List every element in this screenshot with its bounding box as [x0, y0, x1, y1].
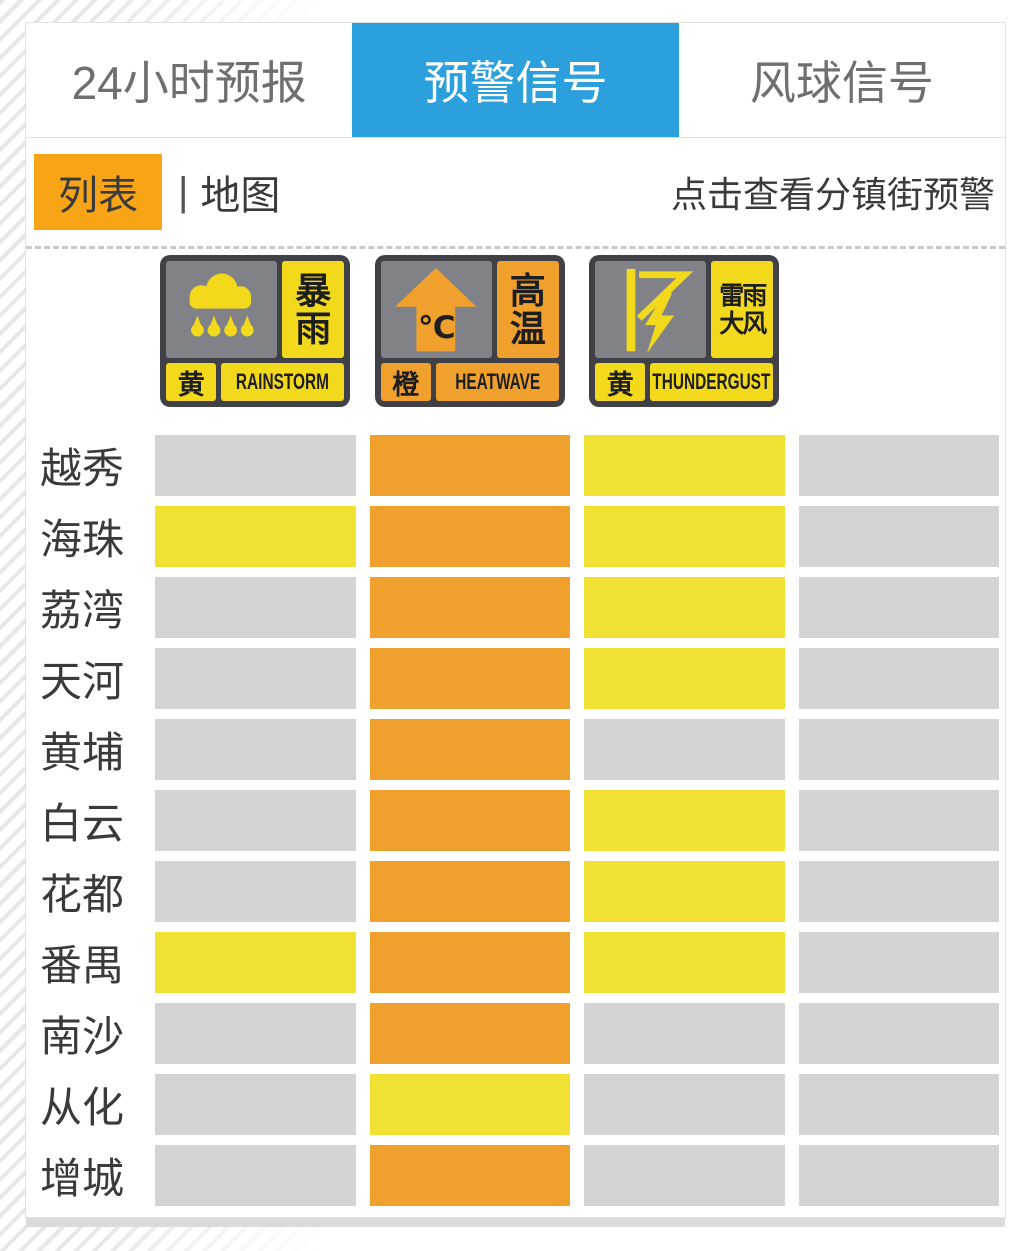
district-label: 白云: [40, 800, 125, 847]
district-label: 增城: [40, 1155, 125, 1202]
warning-cell-yellow: [369, 1074, 570, 1135]
warning-cell-orange: [369, 861, 570, 922]
warning-cell-none: [155, 577, 356, 638]
warning-panel-card: 24小时预报 预警信号 风球信号 列表 | 地图 点击查看分镇街预警 暴雨 黄: [25, 22, 1006, 1218]
warning-cell-none: [798, 435, 999, 496]
sign-name-cn: 暴雨: [282, 261, 345, 358]
warning-cell-none: [584, 719, 785, 780]
district-label: 越秀: [40, 445, 125, 492]
warning-cell-none: [798, 1003, 999, 1064]
district-label: 海珠: [40, 516, 125, 563]
sign-bottom: 黄 THUNDERGUST: [595, 363, 774, 401]
warning-cell-yellow: [584, 648, 785, 709]
district-label: 花都: [40, 871, 125, 918]
rain-cloud-icon: [189, 273, 254, 337]
tab-bar: 24小时预报 预警信号 风球信号: [26, 23, 1005, 138]
warning-cell-yellow: [155, 506, 356, 567]
legend-slot: 雷雨 大风 黄 THUNDERGUST: [584, 255, 785, 413]
dashed-divider: [26, 246, 1005, 249]
warning-cell-orange: [369, 1003, 570, 1064]
warning-sign-rainstorm: 暴雨 黄 RAINSTORM: [160, 255, 351, 407]
warning-cell-orange: [369, 577, 570, 638]
legend-slot: 暴雨 黄 RAINSTORM: [155, 255, 356, 413]
warning-cell-none: [155, 1074, 356, 1135]
toggle-divider: |: [178, 169, 189, 214]
thunder-flag-icon: [626, 268, 694, 354]
sign-top: ℃ 高温: [380, 261, 559, 358]
district-warning-hint-link[interactable]: 点击查看分镇街预警: [670, 174, 995, 215]
svg-text:℃: ℃: [418, 310, 456, 345]
warning-cell-orange: [369, 932, 570, 993]
sign-top: 暴雨: [166, 261, 345, 358]
warning-cell-yellow: [584, 577, 785, 638]
tab-warning-signal[interactable]: 预警信号: [352, 23, 679, 137]
district-warning-grid: 越秀海珠荔湾天河黄埔白云花都番禺南沙从化增城: [26, 413, 1005, 1206]
warning-cell-none: [798, 1145, 999, 1206]
warning-cell-orange: [369, 1145, 570, 1206]
warning-cell-none: [584, 1145, 785, 1206]
warning-cell-none: [155, 719, 356, 780]
warning-cell-none: [798, 719, 999, 780]
warning-cell-yellow: [584, 506, 785, 567]
sign-top: 雷雨 大风: [595, 261, 774, 358]
warning-cell-yellow: [155, 932, 356, 993]
sign-level-badge: 黄: [595, 363, 646, 401]
warning-cell-none: [798, 790, 999, 851]
warning-cell-none: [798, 648, 999, 709]
warning-cell-none: [584, 1003, 785, 1064]
warning-cell-none: [798, 577, 999, 638]
warning-cell-none: [155, 1145, 356, 1206]
tab-24h-forecast[interactable]: 24小时预报: [71, 57, 307, 109]
sign-level-badge: 黄: [166, 363, 217, 401]
legend-slot: ℃ 高温 橙 HEATWAVE: [370, 255, 571, 413]
district-label: 从化: [40, 1084, 125, 1131]
warning-cell-orange: [369, 790, 570, 851]
warning-cell-none: [155, 1003, 356, 1064]
warning-cell-orange: [369, 719, 570, 780]
district-label: 南沙: [40, 1013, 125, 1060]
legend-spacer: [34, 255, 141, 413]
warning-cell-none: [155, 435, 356, 496]
sign-name-en: RAINSTORM: [221, 363, 345, 401]
sign-art: [595, 261, 707, 358]
warning-cell-yellow: [584, 861, 785, 922]
tab-wind-signal[interactable]: 风球信号: [749, 57, 934, 109]
warning-cell-orange: [369, 506, 570, 567]
warning-cell-none: [798, 861, 999, 922]
sign-bottom: 橙 HEATWAVE: [380, 363, 559, 401]
district-label: 荔湾: [40, 587, 125, 634]
sign-name-en: THUNDERGUST: [650, 363, 774, 401]
warning-cell-yellow: [584, 790, 785, 851]
warning-cell-orange: [369, 648, 570, 709]
warning-cell-none: [798, 932, 999, 993]
sign-art: [166, 261, 278, 358]
view-toggle-bar: 列表 | 地图 点击查看分镇街预警: [26, 138, 1005, 246]
warning-cell-yellow: [584, 435, 785, 496]
heat-arrow-icon: ℃: [395, 267, 477, 352]
warning-cell-yellow: [584, 932, 785, 993]
warning-sign-heatwave: ℃ 高温 橙 HEATWAVE: [374, 255, 565, 407]
sign-name-cn: 雷雨 大风: [711, 261, 774, 358]
warning-cell-orange: [369, 435, 570, 496]
warning-cell-none: [798, 506, 999, 567]
warning-cell-none: [798, 1074, 999, 1135]
map-view-toggle[interactable]: 地图: [200, 174, 281, 218]
warning-cell-none: [155, 861, 356, 922]
district-label: 天河: [40, 658, 125, 705]
warning-cell-none: [155, 648, 356, 709]
sign-name-cn: 高温: [496, 261, 559, 358]
sign-art: ℃: [380, 261, 492, 358]
sign-name-en: HEATWAVE: [435, 363, 559, 401]
list-view-toggle[interactable]: 列表: [34, 154, 162, 230]
district-label: 黄埔: [40, 729, 125, 776]
warning-cell-none: [584, 1074, 785, 1135]
sign-level-badge: 橙: [380, 363, 431, 401]
sign-bottom: 黄 RAINSTORM: [166, 363, 345, 401]
legend-row: 暴雨 黄 RAINSTORM ℃ 高温 橙 HEATWAVE: [26, 249, 1005, 413]
district-label: 番禺: [40, 942, 125, 989]
warning-sign-thundergust: 雷雨 大风 黄 THUNDERGUST: [589, 255, 780, 407]
warning-cell-none: [155, 790, 356, 851]
